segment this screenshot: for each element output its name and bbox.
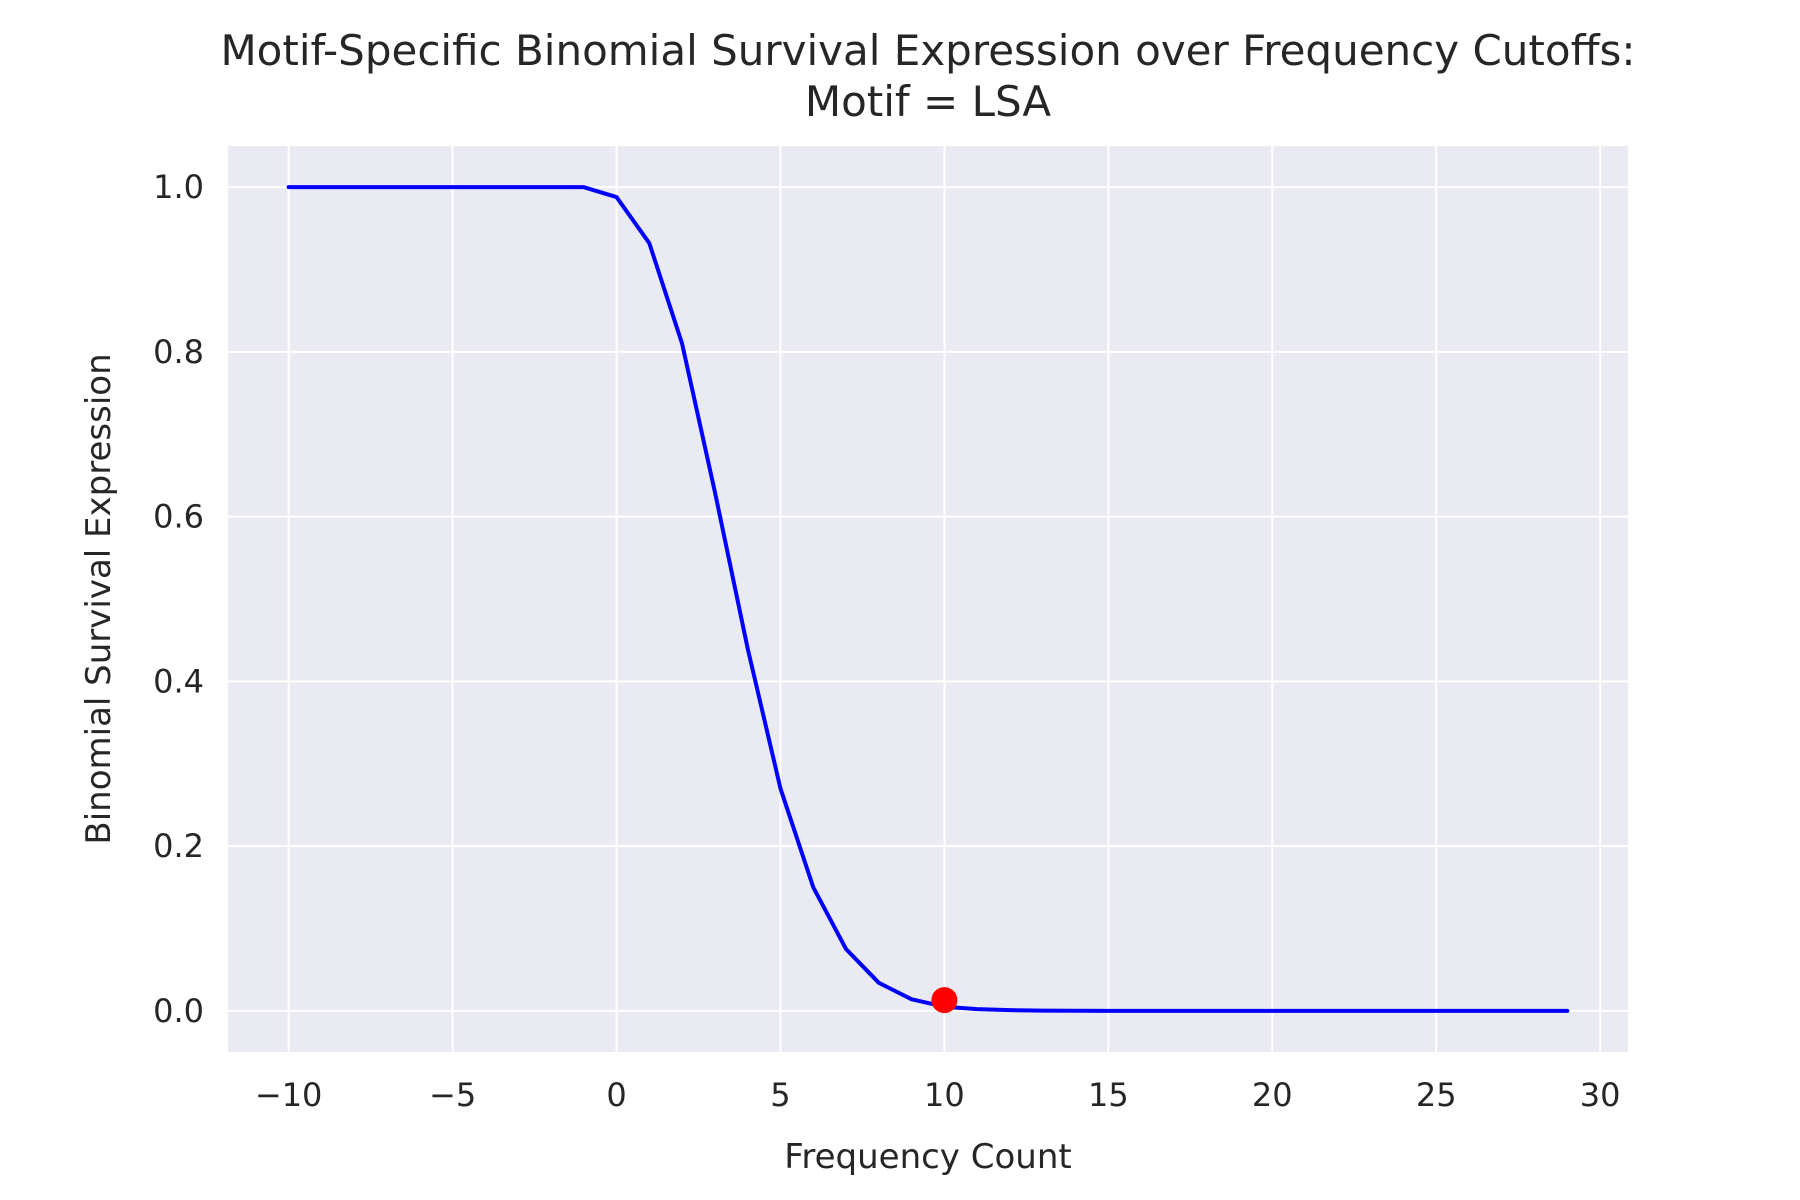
y-axis-label: Binomial Survival Expression — [79, 353, 119, 844]
y-tick-label: 0.8 — [153, 333, 204, 371]
x-tick-label: 20 — [1252, 1076, 1293, 1114]
chart-subtitle: Motif = LSA — [805, 77, 1052, 126]
highlight-point — [931, 987, 958, 1014]
y-tick-label: 1.0 — [153, 168, 204, 206]
series-layer — [286, 185, 1570, 1014]
x-tick-label: −10 — [255, 1076, 323, 1114]
x-tick-labels: −10 −5 0 5 10 15 20 25 30 — [255, 1076, 1621, 1114]
grid — [228, 146, 1628, 1052]
y-tick-labels: 0.0 0.2 0.4 0.6 0.8 1.0 — [153, 168, 204, 1030]
x-tick-label: −5 — [429, 1076, 476, 1114]
y-tick-label: 0.4 — [153, 662, 204, 700]
x-axis-label: Frequency Count — [784, 1137, 1071, 1177]
y-tick-label: 0.0 — [153, 992, 204, 1030]
y-tick-label: 0.6 — [153, 498, 204, 536]
x-tick-label: 15 — [1088, 1076, 1129, 1114]
series-line — [286, 185, 1570, 1013]
x-tick-label: 10 — [924, 1076, 965, 1114]
chart-title: Motif-Specific Binomial Survival Express… — [220, 26, 1635, 75]
x-tick-label: 25 — [1416, 1076, 1457, 1114]
x-tick-label: 0 — [606, 1076, 626, 1114]
y-tick-label: 0.2 — [153, 827, 204, 865]
x-tick-label: 5 — [770, 1076, 790, 1114]
x-tick-label: 30 — [1580, 1076, 1621, 1114]
plot-area — [228, 146, 1628, 1052]
